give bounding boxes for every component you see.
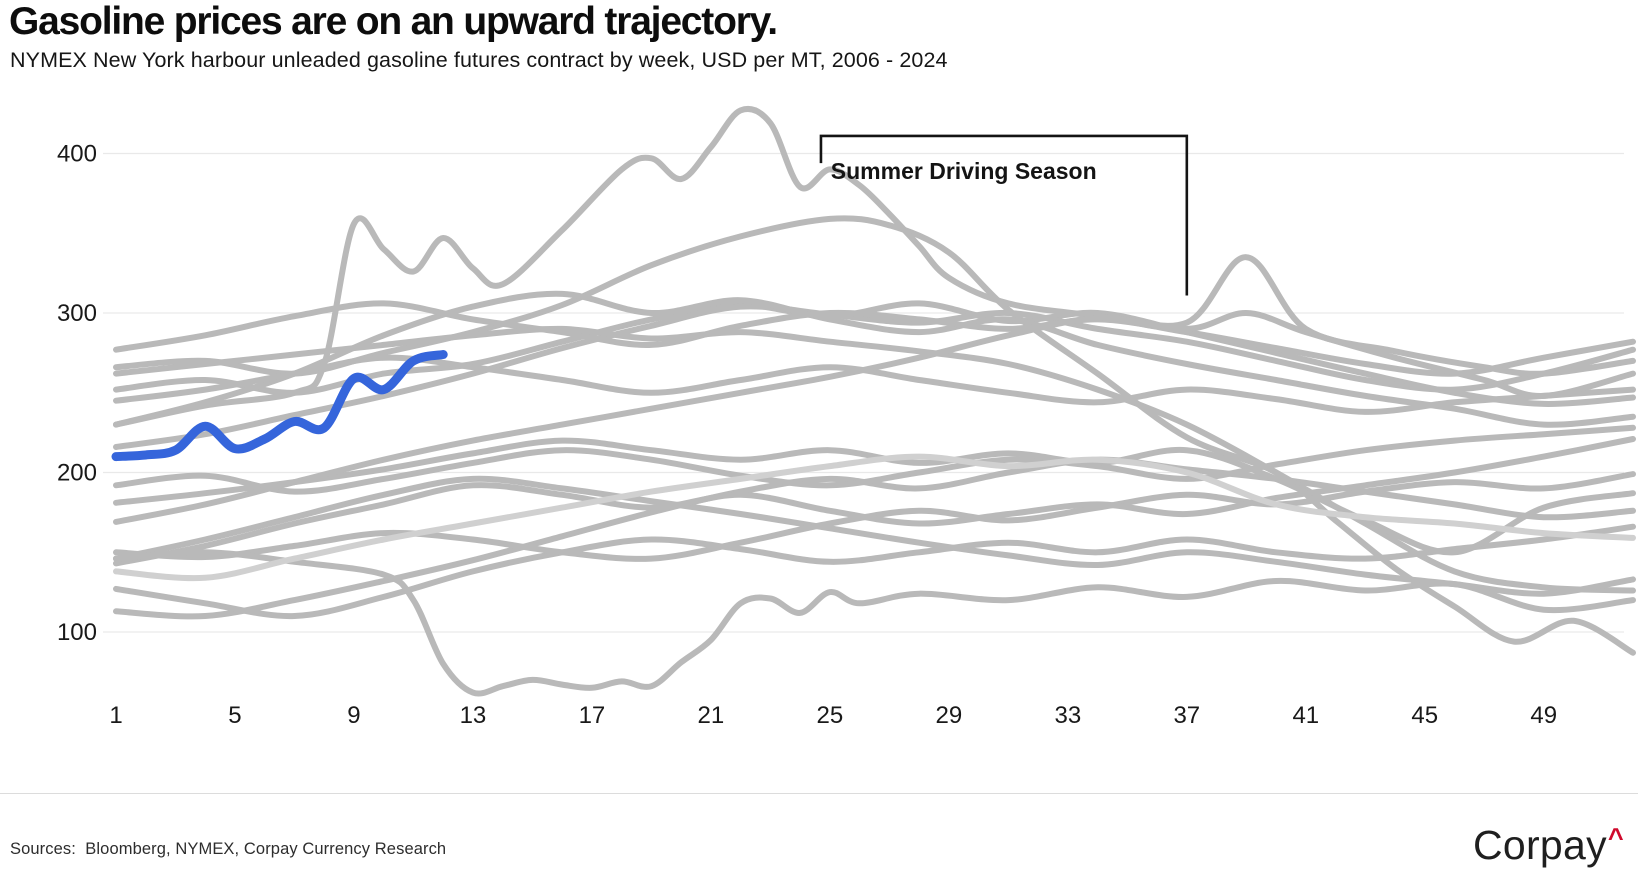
corpay-logo-text: Corpay	[1472, 822, 1607, 868]
x-axis-label-17: 17	[579, 702, 606, 729]
y-axis-label-400: 400	[57, 141, 97, 168]
series-line-2024	[111, 350, 448, 462]
series-line-2007	[113, 303, 1636, 450]
series-line-2014	[113, 325, 1636, 594]
x-axis-label-29: 29	[936, 702, 963, 729]
chart-title: Gasoline prices are on an upward traject…	[9, 0, 778, 43]
series-line-2016	[113, 523, 1636, 620]
annotation-label: Summer Driving Season	[831, 158, 1097, 184]
series-line-2019	[113, 436, 1636, 567]
chart-subtitle: NYMEX New York harbour unleaded gasoline…	[10, 48, 948, 72]
corpay-logo-caret: ^	[1607, 823, 1624, 853]
x-axis-label-49: 49	[1530, 702, 1557, 729]
annotation-bracket	[819, 134, 1189, 296]
y-axis-label-300: 300	[57, 300, 97, 327]
series-line-2020	[113, 549, 1636, 697]
x-axis-label-5: 5	[228, 702, 241, 729]
footer-divider	[0, 793, 1638, 794]
x-axis-label-13: 13	[460, 702, 487, 729]
x-axis-label-33: 33	[1054, 702, 1081, 729]
x-axis-label-41: 41	[1292, 702, 1319, 729]
sources-text: Bloomberg, NYMEX, Corpay Currency Resear…	[85, 840, 447, 858]
x-axis-label-37: 37	[1173, 702, 1200, 729]
y-axis-label-200: 200	[57, 460, 97, 487]
x-axis-label-1: 1	[109, 702, 122, 729]
series-line-2015	[113, 475, 1636, 597]
sources-note: Sources: Bloomberg, NYMEX, Corpay Curren…	[10, 840, 446, 859]
series-line-2017	[113, 471, 1636, 562]
series-line-2012	[113, 300, 1636, 377]
x-axis-label-45: 45	[1411, 702, 1438, 729]
y-axis-label-100: 100	[57, 619, 97, 646]
sources-label: Sources:	[10, 840, 76, 858]
gasoline-futures-line-chart: 100 200 300 400 1 5 9 13 17 21 25 29 33 37 41 45 49 Summe…	[57, 105, 1636, 729]
series-line-2013	[113, 354, 1636, 415]
series-line-2011	[113, 290, 1636, 428]
series-line-2022	[113, 105, 1636, 428]
series-line-2021	[113, 453, 1636, 582]
x-axis-label-21: 21	[698, 702, 725, 729]
series-line-2010	[113, 424, 1636, 495]
x-axis-label-25: 25	[817, 702, 844, 729]
x-axis-label-9: 9	[347, 702, 360, 729]
corpay-logo: Corpay^	[1473, 822, 1624, 869]
series-line-2006	[113, 300, 1636, 407]
series-line-2023	[113, 254, 1636, 525]
